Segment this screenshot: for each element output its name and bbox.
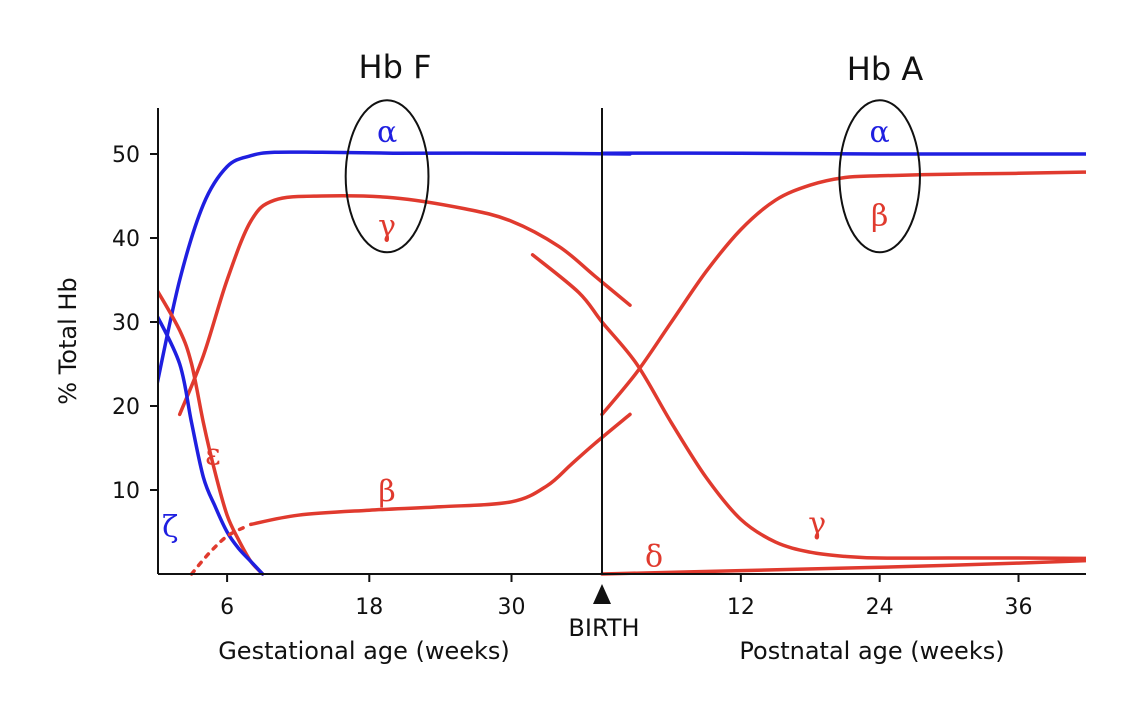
x-tick-label-gestational: 6 [220, 595, 234, 620]
y-tick-label: 20 [112, 395, 140, 420]
series-label-postnatal: δ [645, 539, 663, 574]
series-label-gestational: ζ [162, 510, 178, 545]
series-label-layer: α γ ε ζ β α β γ δ [162, 115, 890, 574]
series-label-gestational: β [378, 475, 395, 510]
series-label-gestational: ε [205, 438, 221, 473]
x-tick-label-gestational: 30 [498, 595, 526, 620]
y-tick-label: 50 [112, 143, 140, 168]
grouping-ellipses [344, 99, 921, 254]
series-label-postnatal: β [871, 199, 888, 234]
series-label-gestational: γ [378, 209, 396, 244]
y-tick-label: 10 [112, 479, 140, 504]
series-line-γ-postnatal [530, 253, 1086, 561]
y-tick-label: 40 [112, 227, 140, 252]
series-layer [158, 150, 1086, 576]
x-tick-label-gestational: 18 [355, 595, 383, 620]
series-line-ζ-gestational [158, 313, 265, 576]
series-label-gestational: α [377, 115, 397, 150]
title-hb-f: Hb F [359, 48, 432, 86]
birth-marker-triangle [593, 584, 611, 604]
y-tick-label: 30 [112, 311, 140, 336]
series-label-postnatal: γ [808, 507, 826, 542]
series-line-α-gestational [158, 150, 632, 389]
x-tick-label-postnatal: 36 [1005, 595, 1033, 620]
title-hb-a: Hb A [847, 50, 924, 88]
series-line-γ-gestational [177, 194, 632, 417]
x-tick-label-postnatal: 24 [866, 595, 894, 620]
y-axis-label: % Total Hb [54, 277, 82, 404]
series-label-postnatal: α [870, 115, 890, 150]
tick-layer: 10 20 30 40 50 6 18 30 12 24 36 [112, 143, 1033, 620]
series-line-δ-postnatal [600, 558, 1086, 576]
series-line-α-postnatal [600, 151, 1086, 156]
grouping-ellipse-gestational [344, 99, 430, 254]
x-axis-label-postnatal: Postnatal age (weeks) [739, 637, 1004, 665]
series-line-β-postnatal [600, 170, 1086, 417]
x-tick-label-postnatal: 12 [727, 595, 755, 620]
birth-label: BIRTH [568, 614, 639, 642]
series-line-β-gestational [249, 412, 632, 527]
grouping-ellipse-postnatal [838, 99, 921, 254]
series-line-dotted-beta-gestational [189, 525, 247, 576]
x-axis-label-gestational: Gestational age (weeks) [218, 637, 510, 665]
